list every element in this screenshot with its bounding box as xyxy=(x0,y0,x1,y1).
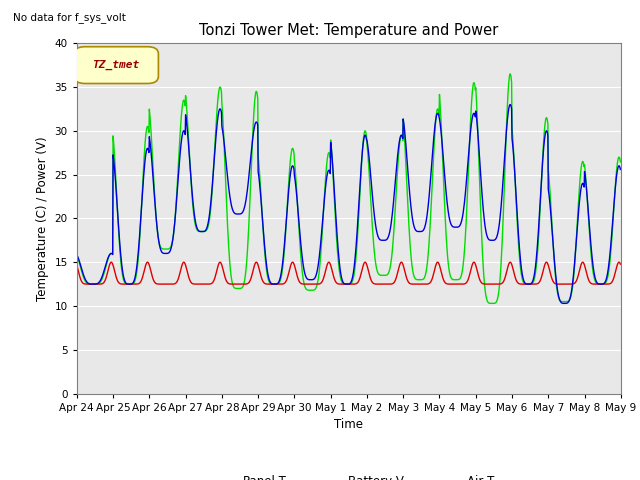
Title: Tonzi Tower Met: Temperature and Power: Tonzi Tower Met: Temperature and Power xyxy=(199,23,499,38)
Air T xyxy=(73,252,81,258)
Battery V xyxy=(505,262,513,267)
Text: TZ_tmet: TZ_tmet xyxy=(92,60,140,70)
Battery V xyxy=(73,263,81,268)
Air T xyxy=(552,277,560,283)
Battery V xyxy=(553,281,561,287)
Battery V xyxy=(434,259,442,265)
Panel T xyxy=(180,98,188,104)
Air T xyxy=(504,112,512,118)
Air T xyxy=(180,129,188,134)
Line: Panel T: Panel T xyxy=(77,74,620,303)
Panel T xyxy=(616,159,624,165)
Y-axis label: Temperature (C) / Power (V): Temperature (C) / Power (V) xyxy=(36,136,49,300)
Panel T xyxy=(255,157,262,163)
Air T xyxy=(561,300,568,306)
Battery V xyxy=(89,281,97,287)
Panel T xyxy=(73,252,81,258)
X-axis label: Time: Time xyxy=(334,418,364,431)
Panel T xyxy=(488,300,496,306)
FancyBboxPatch shape xyxy=(74,47,158,84)
Air T xyxy=(506,102,514,108)
Panel T xyxy=(504,87,512,93)
Battery V xyxy=(616,261,624,267)
Air T xyxy=(616,167,624,172)
Air T xyxy=(194,227,202,232)
Air T xyxy=(433,112,441,118)
Panel T xyxy=(506,71,514,77)
Panel T xyxy=(433,108,441,114)
Battery V xyxy=(195,281,202,287)
Panel T xyxy=(194,228,202,234)
Air T xyxy=(255,171,262,177)
Battery V xyxy=(255,266,263,272)
Panel T xyxy=(553,284,561,289)
Battery V xyxy=(181,261,189,267)
Line: Air T: Air T xyxy=(77,105,620,303)
Line: Battery V: Battery V xyxy=(77,262,620,284)
Legend: Panel T, Battery V, Air T: Panel T, Battery V, Air T xyxy=(199,470,499,480)
Text: No data for f_sys_volt: No data for f_sys_volt xyxy=(13,12,125,23)
Battery V xyxy=(108,259,115,265)
